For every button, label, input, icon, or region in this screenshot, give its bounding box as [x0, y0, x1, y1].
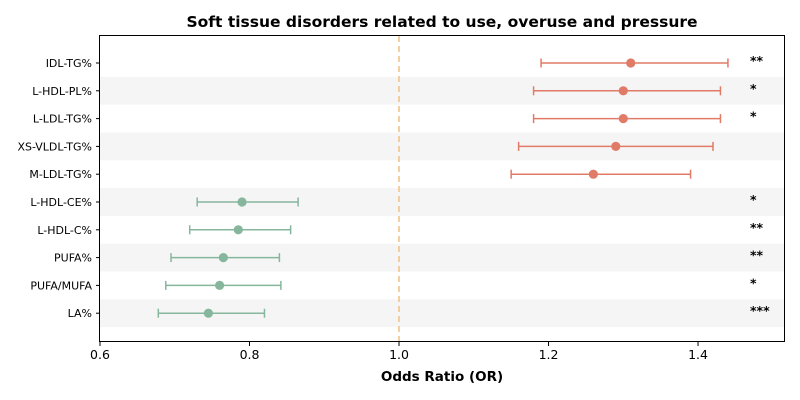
significance-label: ***: [750, 303, 770, 318]
significance-label: **: [750, 220, 764, 235]
or-point: [611, 141, 621, 151]
or-point: [218, 253, 228, 263]
significance-labels: *************: [750, 53, 770, 318]
or-point: [233, 225, 243, 235]
significance-label: **: [750, 53, 764, 68]
y-tick-label: L-HDL-CE%: [30, 196, 92, 209]
x-tick-label: 1.0: [389, 347, 409, 362]
forest-row: [510, 169, 692, 179]
significance-label: *: [750, 109, 757, 124]
y-tick-label: IDL-TG%: [46, 57, 92, 70]
y-tick-label: PUFA%: [54, 252, 92, 265]
significance-label: *: [750, 192, 757, 207]
y-axis: IDL-TG% L-HDL-PL% L-LDL-TG% XS-VLDL-TG% M-LD…: [17, 57, 100, 320]
or-point: [588, 169, 598, 179]
x-tick-label: 0.8: [240, 347, 260, 362]
or-point: [618, 114, 628, 124]
y-tick-label: L-HDL-C%: [37, 224, 92, 237]
plot-frame: [99, 35, 785, 342]
forest-row: [517, 141, 714, 151]
forest-row: [196, 197, 299, 207]
x-tick-label: 0.6: [90, 347, 110, 362]
forest-row: [540, 58, 729, 68]
forest-row: [165, 280, 282, 290]
forest-row: [532, 86, 722, 96]
y-tick-label: M-LDL-TG%: [29, 168, 92, 181]
significance-label: *: [750, 275, 757, 290]
or-point: [618, 86, 628, 96]
x-tick-label: 1.2: [539, 347, 559, 362]
or-point: [626, 58, 636, 68]
forest-row: [157, 308, 266, 318]
forest-row: [170, 253, 281, 263]
forest-row: [532, 114, 722, 124]
or-point: [203, 308, 213, 318]
data-marks: [157, 58, 729, 318]
x-axis: 0.6 0.8 1.0 1.2 1.4: [90, 341, 708, 362]
x-tick-label: 1.4: [688, 347, 708, 362]
y-tick-label: L-HDL-PL%: [32, 85, 92, 98]
or-point: [215, 280, 225, 290]
y-tick-label: LA%: [68, 307, 92, 320]
chart-title: Soft tissue disorders related to use, ov…: [186, 13, 697, 31]
y-tick-label: PUFA/MUFA: [30, 279, 92, 292]
forest-row: [188, 225, 292, 235]
y-tick-label: XS-VLDL-TG%: [17, 140, 92, 153]
or-point: [237, 197, 247, 207]
y-tick-label: L-LDL-TG%: [33, 113, 92, 126]
significance-label: *: [750, 81, 757, 96]
x-axis-label: Odds Ratio (OR): [381, 369, 503, 385]
significance-label: **: [750, 248, 764, 263]
